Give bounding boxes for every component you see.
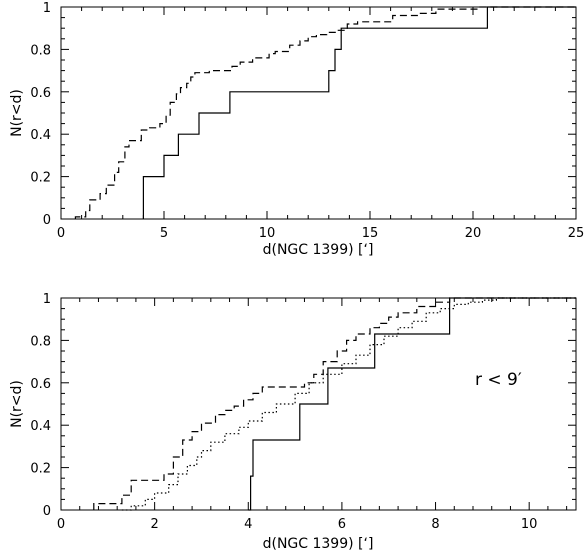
top-y-ticks: 0 0.2 0.4 0.6 0.8 1 [30, 1, 576, 228]
top-x-ticks: 0 5 10 15 20 25 [57, 7, 584, 241]
bottom-panel: 0 2 4 6 8 10 0 0.2 0.4 0.6 0.8 1 r < 9′ d(NGC 1399… [9, 292, 577, 552]
top-y-axis-title: N(r<d) [9, 89, 25, 137]
x-tick-label: 2 [150, 517, 158, 532]
y-tick-label: 0 [43, 504, 51, 519]
x-tick-label: 0 [57, 226, 65, 241]
x-tick-label: 6 [338, 517, 346, 532]
top-series [74, 6, 576, 219]
x-tick-label: 25 [568, 226, 585, 241]
bottom-x-ticks: 0 2 4 6 8 10 [57, 298, 568, 532]
y-tick-label: 0.6 [30, 377, 51, 392]
y-tick-label: 0.2 [30, 462, 51, 477]
x-tick-label: 4 [244, 517, 252, 532]
x-tick-label: 8 [431, 517, 439, 532]
y-tick-label: 0.8 [30, 334, 51, 349]
bottom-x-axis-title: d(NGC 1399) [‘] [263, 536, 374, 552]
bottom-y-axis-title: N(r<d) [9, 380, 25, 428]
x-tick-label: 20 [465, 226, 482, 241]
series-line-dotted [121, 297, 576, 511]
x-tick-label: 10 [259, 226, 276, 241]
x-tick-label: 0 [57, 517, 65, 532]
top-x-axis-title: d(NGC 1399) [‘] [263, 242, 374, 258]
y-tick-label: 1 [43, 1, 51, 16]
x-tick-label: 5 [160, 226, 168, 241]
x-tick-label: 15 [362, 226, 379, 241]
x-tick-label: 10 [521, 517, 538, 532]
series-line-dashed [93, 297, 576, 510]
bottom-y-ticks: 0 0.2 0.4 0.6 0.8 1 [30, 292, 576, 519]
radius-annotation: r < 9′ [475, 370, 522, 390]
top-plot-frame [60, 6, 577, 220]
series-line-solid [248, 297, 576, 511]
y-tick-label: 1 [43, 292, 51, 307]
y-tick-label: 0.2 [30, 171, 51, 186]
y-tick-label: 0 [43, 213, 51, 228]
series-line-dashed [74, 6, 576, 219]
top-panel: 0 5 10 15 20 25 0 0.2 0.4 0.6 0.8 1 d(NGC 1399) [‘… [9, 1, 584, 258]
bottom-series [93, 297, 576, 511]
y-tick-label: 0.8 [30, 43, 51, 58]
y-tick-label: 0.4 [30, 419, 51, 434]
y-tick-label: 0.4 [30, 128, 51, 143]
y-tick-label: 0.6 [30, 86, 51, 101]
series-line-solid [142, 6, 576, 219]
